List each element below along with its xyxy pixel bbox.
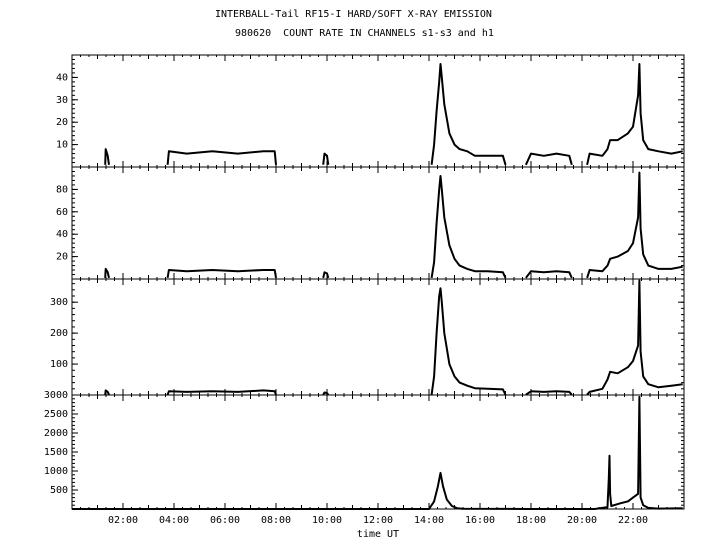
y-tick-label: 40 — [56, 72, 68, 83]
series-line-s2 — [430, 175, 507, 279]
y-tick-label: 2000 — [44, 428, 68, 439]
x-axis-label: time UT — [357, 529, 399, 540]
series-line-s1 — [430, 63, 507, 166]
y-tick-label: 100 — [50, 359, 68, 370]
series-line-s3 — [430, 287, 507, 396]
y-tick-label: 10 — [56, 140, 68, 151]
panels: 10 20 30 40 20 40 60 80 100 200 300 500 1000 1500 2000… — [44, 54, 685, 510]
chart-subtitle: 980620 COUNT RATE IN CHANNELS s1-s3 and … — [235, 28, 494, 39]
series-line-s1 — [524, 152, 573, 166]
panel-frame — [71, 54, 685, 168]
panel-s2: 20 40 60 80 — [56, 166, 685, 280]
y-tick-label: 40 — [56, 229, 68, 240]
x-tick-label: 06:00 — [210, 515, 240, 526]
series-line-s2 — [322, 271, 330, 279]
y-tick-label: 1000 — [44, 466, 68, 477]
y-tick-label: 30 — [56, 95, 68, 106]
y-tick-label: 500 — [50, 485, 68, 496]
chart-title: INTERBALL-Tail RF15-I HARD/SOFT X-RAY EM… — [215, 9, 492, 20]
y-tick-label: 20 — [56, 252, 68, 263]
x-tick-label: 10:00 — [312, 515, 342, 526]
panel-h1: 500 1000 1500 2000 2500 3000 — [44, 390, 685, 510]
y-tick-label: 3000 — [44, 390, 68, 401]
y-tick-label: 2500 — [44, 409, 68, 420]
panel-s1: 10 20 30 40 — [56, 54, 685, 168]
series-line-s2 — [166, 269, 277, 279]
x-tick-label: 08:00 — [261, 515, 291, 526]
series-line-h1 — [72, 395, 683, 510]
y-tick-label: 20 — [56, 117, 68, 128]
y-tick-label: 1500 — [44, 447, 68, 458]
series-line-s1 — [322, 152, 330, 165]
panel-frame — [71, 166, 685, 280]
x-tick-label: 14:00 — [414, 515, 444, 526]
panel-frame — [71, 278, 685, 396]
series-line-s3 — [166, 389, 277, 396]
series-line-s3 — [104, 389, 110, 396]
panel-frame — [71, 394, 685, 510]
y-tick-label: 200 — [50, 328, 68, 339]
x-tick-label: 22:00 — [618, 515, 648, 526]
series-line-s1 — [586, 63, 683, 166]
x-tick-label: 18:00 — [516, 515, 546, 526]
series-line-s1 — [166, 150, 277, 165]
series-line-s2 — [586, 171, 683, 279]
y-tick-label: 60 — [56, 207, 68, 218]
y-tick-label: 300 — [50, 297, 68, 308]
x-tick-label: 20:00 — [567, 515, 597, 526]
x-tick-label: 16:00 — [465, 515, 495, 526]
x-axis: 02:00 04:00 06:00 08:00 10:00 12:00 14:00 16:00… — [108, 515, 648, 526]
x-tick-label: 12:00 — [363, 515, 393, 526]
panel-s3: 100 200 300 — [50, 278, 685, 396]
y-tick-label: 80 — [56, 184, 68, 195]
series-line-s1 — [104, 148, 110, 165]
series-line-s2 — [525, 270, 573, 279]
series-line-s2 — [104, 267, 110, 279]
series-line-s3 — [322, 391, 330, 396]
series-line-s3 — [525, 390, 573, 396]
series-line-s3 — [586, 279, 683, 396]
x-tick-label: 02:00 — [108, 515, 138, 526]
x-tick-label: 04:00 — [159, 515, 189, 526]
